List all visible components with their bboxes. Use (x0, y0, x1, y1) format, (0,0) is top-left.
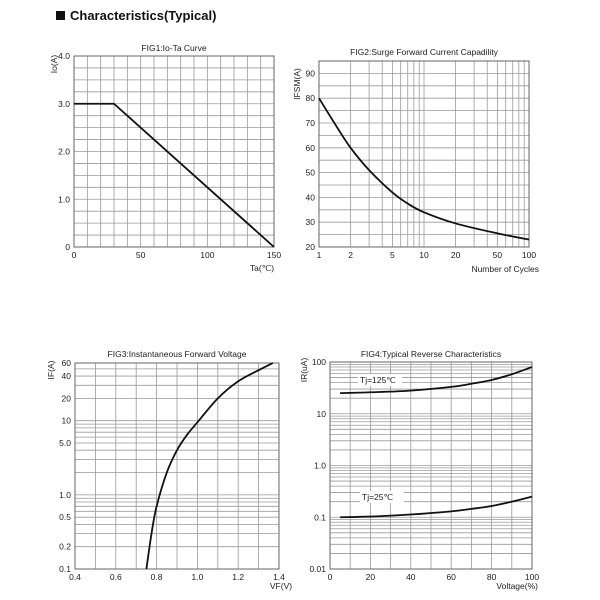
y-tick-label: 0 (65, 242, 70, 252)
x-tick-label: 20 (451, 250, 461, 260)
y-tick-label: 60 (62, 358, 72, 368)
x-tick-label: 50 (136, 250, 146, 260)
x-tick-label: 0 (328, 572, 333, 582)
chart-title: FIG3:Instantaneous Forward Voltage (108, 349, 247, 359)
y-tick-label: 1.0 (58, 194, 70, 204)
series-line-4-1 (340, 366, 533, 395)
y-tick-label: 2.0 (58, 147, 70, 157)
y-tick-label: 0.01 (309, 564, 326, 574)
x-tick-label: 50 (493, 250, 503, 260)
y-tick-label: 60 (306, 143, 316, 153)
series-line-1-1 (74, 102, 275, 248)
x-tick-label: 1 (317, 250, 322, 260)
x-tick-label: 80 (487, 572, 497, 582)
annotation-background (360, 491, 404, 503)
x-tick-label: 0 (72, 250, 77, 260)
y-tick-label: 0.5 (59, 512, 71, 522)
y-tick-label: 4.0 (58, 51, 70, 61)
x-tick-label: 40 (406, 572, 416, 582)
x-tick-label: 0.4 (69, 572, 81, 582)
y-tick-label: 30 (306, 217, 316, 227)
y-tick-label: 5.0 (59, 438, 71, 448)
chart-fig1: FIG1:Io-Ta Curve 0 50 100 150 0 1.0 2.0 3.0 4.0 Ta… (49, 43, 281, 273)
y-tick-label: 0.1 (59, 564, 71, 574)
y-tick-label: 0.1 (314, 512, 326, 522)
page-title: Characteristics(Typical) (56, 8, 216, 23)
curve-annotation: Tj=125℃ (360, 375, 396, 385)
x-axis-label: Voltage(%) (496, 581, 538, 591)
y-tick-label: 20 (62, 393, 72, 403)
y-tick-label: 70 (306, 118, 316, 128)
x-tick-label: 10 (419, 250, 429, 260)
y-tick-label: 100 (312, 357, 326, 367)
x-tick-label: 0.6 (110, 572, 122, 582)
y-axis-label: IFSM(A) (292, 68, 302, 100)
series-line-3-1 (145, 362, 274, 570)
chart-title: FIG1:Io-Ta Curve (141, 43, 206, 53)
x-tick-label: 5 (390, 250, 395, 260)
x-tick-label: 1.0 (191, 572, 203, 582)
x-axis-label: Number of Cycles (471, 264, 539, 274)
y-tick-label: 3.0 (58, 99, 70, 109)
chart-fig4: FIG4:Typical Reverse Characteristics 0 20 4… (299, 349, 539, 591)
plot-frame (74, 362, 280, 570)
y-tick-label: 90 (306, 68, 316, 78)
series-line-2-1 (318, 97, 530, 241)
curve-annotation: Tj=25℃ (362, 492, 393, 502)
y-tick-label: 50 (306, 168, 316, 178)
y-tick-label: 40 (306, 192, 316, 202)
x-tick-label: 0.8 (151, 572, 163, 582)
chart-title: FIG2:Surge Forward Current Capadility (350, 47, 499, 57)
y-tick-label: 20 (306, 242, 316, 252)
x-tick-label: 100 (522, 250, 536, 260)
x-tick-label: 1.4 (273, 572, 285, 582)
y-tick-label: 1.0 (59, 490, 71, 500)
chart-fig3: FIG3:Instantaneous Forward Voltage 0.4 0.6… (46, 349, 292, 591)
series-line-4-2 (340, 495, 533, 519)
x-tick-label: 100 (525, 572, 539, 582)
square-bullet-icon (56, 11, 65, 20)
x-tick-label: 2 (348, 250, 353, 260)
y-tick-label: 0.2 (59, 542, 71, 552)
plot-frame (329, 361, 533, 570)
x-axis-label: Ta(℃) (250, 263, 274, 273)
chart-title: FIG4:Typical Reverse Characteristics (361, 349, 501, 359)
y-tick-label: 40 (62, 371, 72, 381)
x-tick-label: 150 (267, 250, 281, 260)
y-tick-label: 10 (317, 409, 327, 419)
annotation-background (358, 374, 402, 386)
x-tick-label: 100 (200, 250, 214, 260)
plot-frame (73, 55, 275, 248)
plot-frame (318, 60, 530, 248)
chart-fig2: FIG2:Surge Forward Current Capadility 1 2 5… (292, 47, 539, 274)
y-tick-label: 80 (306, 93, 316, 103)
y-axis-label: Io(A) (49, 55, 59, 74)
y-tick-label: 1.0 (314, 461, 326, 471)
page-title-text: Characteristics(Typical) (70, 8, 217, 23)
x-axis-label: VF(V) (270, 581, 292, 591)
x-tick-label: 60 (446, 572, 456, 582)
y-axis-label: IR(uA) (299, 358, 309, 383)
x-tick-label: 1.2 (232, 572, 244, 582)
y-tick-label: 10 (62, 416, 72, 426)
y-axis-label: IF(A) (46, 360, 56, 379)
x-tick-label: 20 (366, 572, 376, 582)
